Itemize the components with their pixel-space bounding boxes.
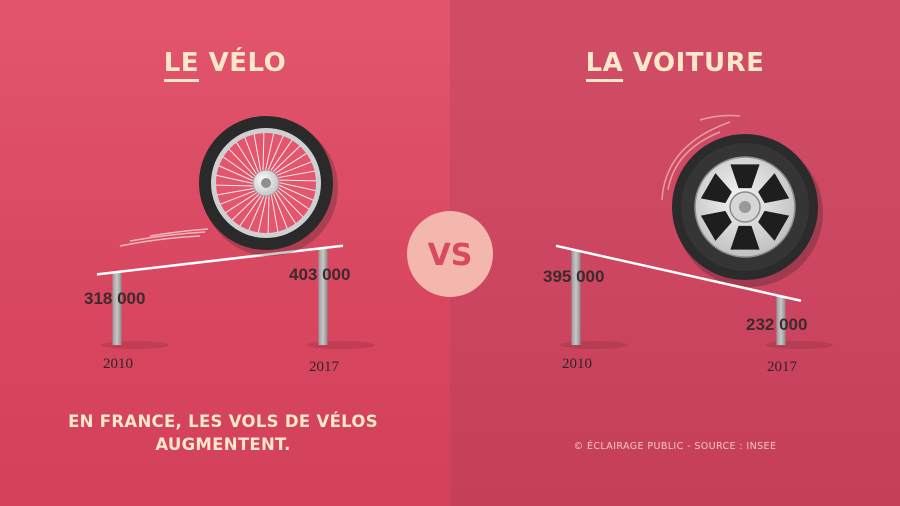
spoke [273,185,304,218]
spoke [263,133,275,176]
rim-hole [730,225,760,250]
post-shadow-2010 [101,341,169,349]
caption: EN FRANCE, LES VOLS DE VÉLOS AUGMENTENT. [38,410,408,456]
vs-label: VS [428,238,473,273]
spoke [236,142,260,179]
source-credit: © ÉCLAIRAGE PUBLIC - SOURCE : INSEE [573,441,777,452]
value-label-2017: 232 000 [746,315,807,334]
spoke [253,134,263,177]
spoke [262,133,265,176]
post-2010 [571,250,581,345]
year-label-2010: 2010 [562,356,592,372]
bicycle-wheel-icon [199,116,338,256]
car-title-prefix: LA [585,48,624,82]
spoke [272,170,315,180]
rim-hole [758,173,790,204]
spoke [267,190,270,233]
caption-line-1: EN FRANCE, LES VOLS DE VÉLOS [68,412,378,431]
spoke [244,137,261,178]
rim-hole [758,210,790,241]
year-label-2010: 2010 [103,356,133,372]
spoke [220,188,261,205]
bicycle-title-rest: VÉLO [199,48,287,78]
spoke [231,190,264,221]
value-label-2017: 403 000 [289,265,350,284]
spoke [265,135,284,176]
value-label-2010: 395 000 [543,267,604,286]
post-shadow-2010 [560,341,628,349]
spoke [270,153,307,177]
ramp-line [96,244,344,276]
caption-line-2: AUGMENTENT. [155,435,291,454]
spoke [272,187,296,224]
spoke [218,165,259,184]
spoke [216,174,259,186]
ramp-line [555,244,802,302]
spoke [225,189,262,213]
bicycle-title-prefix: LE [163,48,200,82]
spoke [267,139,293,176]
year-label-2017: 2017 [309,359,340,375]
rim-hole [700,173,732,204]
car-chart: 395 000 232 000 2010 2017 [543,114,833,375]
spoke [273,180,316,192]
spoke [216,184,259,187]
car-title: LA VOITURE [450,48,900,82]
car-panel [450,0,900,506]
bicycle-title: LE VÉLO [0,48,450,82]
car-wheel-icon [672,134,823,287]
rim-hole [700,210,732,241]
spoke [268,145,301,176]
post-2017 [318,248,328,345]
value-label-2010: 318 000 [84,289,145,308]
post-2010 [112,272,122,345]
spoke [217,186,260,196]
spoke [273,179,316,182]
motion-streaks [661,114,741,201]
post-shadow-2017 [307,341,375,349]
vs-badge: VS [407,211,493,297]
rim-hole [730,164,760,189]
motion-streaks [119,228,209,247]
spoke [271,188,288,229]
spoke [273,184,310,210]
car-title-rest: VOITURE [623,48,765,78]
spoke [222,156,259,182]
spoke [239,190,265,227]
year-label-2017: 2017 [767,359,798,375]
spoke [257,190,269,233]
post-2017 [776,296,786,345]
spoke [273,182,314,201]
spoke [228,148,259,181]
bicycle-chart: 318 000 403 000 2010 2017 [84,116,375,375]
spoke [271,161,312,178]
spoke [269,189,279,232]
bicycle-panel [0,0,450,506]
spoke [248,190,267,231]
post-shadow-2017 [765,341,833,349]
